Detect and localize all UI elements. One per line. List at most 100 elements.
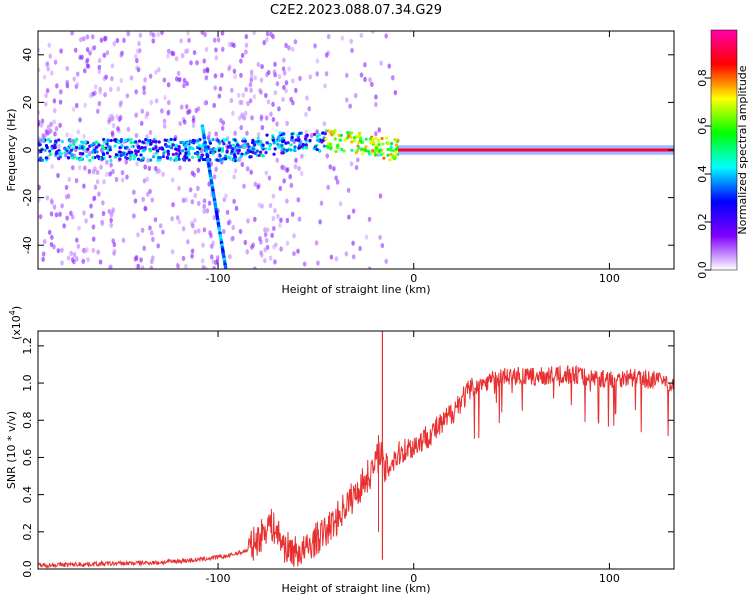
noise-cell — [304, 129, 309, 135]
band-cell — [396, 138, 400, 142]
noise-cell — [208, 230, 212, 236]
band-cell — [243, 146, 247, 150]
noise-cell — [279, 217, 283, 223]
band-cell — [217, 148, 222, 152]
noise-cell — [266, 69, 271, 76]
noise-cell — [276, 213, 280, 219]
noise-cell — [245, 130, 249, 136]
band-cell — [224, 156, 228, 161]
noise-cell — [371, 31, 375, 34]
band-cell — [141, 156, 146, 160]
noise-cell — [367, 266, 372, 269]
band-cell — [177, 157, 181, 161]
noise-cell — [250, 115, 254, 121]
noise-cell — [145, 111, 150, 117]
band-cell — [388, 158, 392, 162]
noise-cell — [340, 35, 345, 41]
noise-cell — [244, 86, 248, 93]
band-cell — [289, 143, 293, 147]
noise-cell — [55, 83, 59, 89]
noise-cell — [186, 239, 190, 245]
band-cell — [290, 132, 294, 136]
noise-cell — [99, 37, 104, 43]
band-cell — [125, 145, 129, 149]
noise-cell — [45, 61, 50, 67]
band-cell — [128, 156, 132, 161]
noise-cell — [108, 86, 113, 92]
band-cell — [167, 145, 171, 149]
noise-cell — [145, 134, 149, 140]
noise-cell — [233, 74, 237, 80]
noise-cell — [120, 170, 125, 176]
noise-cell — [200, 258, 205, 264]
noise-cell — [166, 53, 170, 59]
noise-cell — [275, 81, 280, 87]
noise-cell — [70, 31, 74, 36]
noise-cell — [45, 88, 50, 94]
band-cell — [44, 156, 48, 160]
band-cell — [85, 154, 89, 158]
noise-cell — [256, 61, 261, 68]
band-cell — [325, 144, 330, 148]
noise-cell — [177, 219, 182, 225]
noise-cell — [202, 203, 206, 210]
band-cell — [113, 138, 117, 142]
noise-cell — [363, 62, 367, 68]
noise-cell — [82, 36, 86, 42]
noise-cell — [175, 262, 180, 268]
noise-cell — [245, 166, 250, 172]
noise-cell — [318, 219, 322, 225]
noise-cell — [145, 176, 150, 182]
noise-cell — [229, 87, 234, 93]
band-cell — [379, 152, 383, 157]
band-cell — [258, 150, 263, 154]
noise-cell — [319, 200, 324, 206]
band-cell — [46, 138, 51, 142]
band-cell — [161, 154, 165, 159]
band-cell — [109, 158, 113, 163]
noise-cell — [363, 76, 367, 82]
noise-cell — [260, 63, 264, 70]
y-tick-label: 0.2 — [21, 523, 34, 541]
noise-cell — [285, 167, 289, 173]
band-cell — [386, 147, 390, 151]
noise-cell — [107, 208, 112, 215]
x-tick-label: -100 — [206, 272, 231, 285]
noise-cell — [328, 164, 333, 170]
noise-cell — [393, 90, 398, 96]
noise-cell — [351, 240, 355, 246]
noise-cell — [293, 39, 298, 45]
band-cell — [218, 153, 222, 157]
noise-cell — [178, 165, 182, 171]
noise-cell — [259, 114, 264, 120]
noise-cell — [64, 194, 69, 200]
noise-cell — [134, 54, 138, 60]
noise-cell — [282, 84, 286, 90]
noise-cell — [315, 129, 319, 135]
noise-cell — [294, 87, 298, 94]
noise-cell — [91, 236, 96, 242]
noise-cell — [378, 193, 383, 199]
noise-cell — [293, 164, 298, 170]
band-cell — [216, 138, 220, 142]
band-cell — [188, 139, 192, 143]
noise-cell — [290, 46, 295, 52]
noise-cell — [103, 36, 107, 42]
noise-cell — [49, 241, 54, 248]
noise-cell — [300, 153, 304, 159]
band-cell — [68, 144, 72, 148]
colorbar-tick-label: 0.8 — [696, 69, 709, 87]
noise-cell — [132, 213, 136, 219]
noise-cell — [53, 131, 57, 137]
snr-background — [38, 331, 674, 569]
noise-cell — [285, 240, 290, 246]
band-cell — [144, 137, 148, 142]
noise-cell — [104, 74, 108, 80]
noise-cell — [384, 258, 388, 264]
noise-cell — [240, 161, 245, 168]
band-cell — [334, 149, 338, 154]
noise-cell — [214, 47, 218, 53]
noise-cell — [322, 121, 327, 127]
noise-cell — [54, 212, 59, 218]
band-cell — [277, 138, 281, 143]
